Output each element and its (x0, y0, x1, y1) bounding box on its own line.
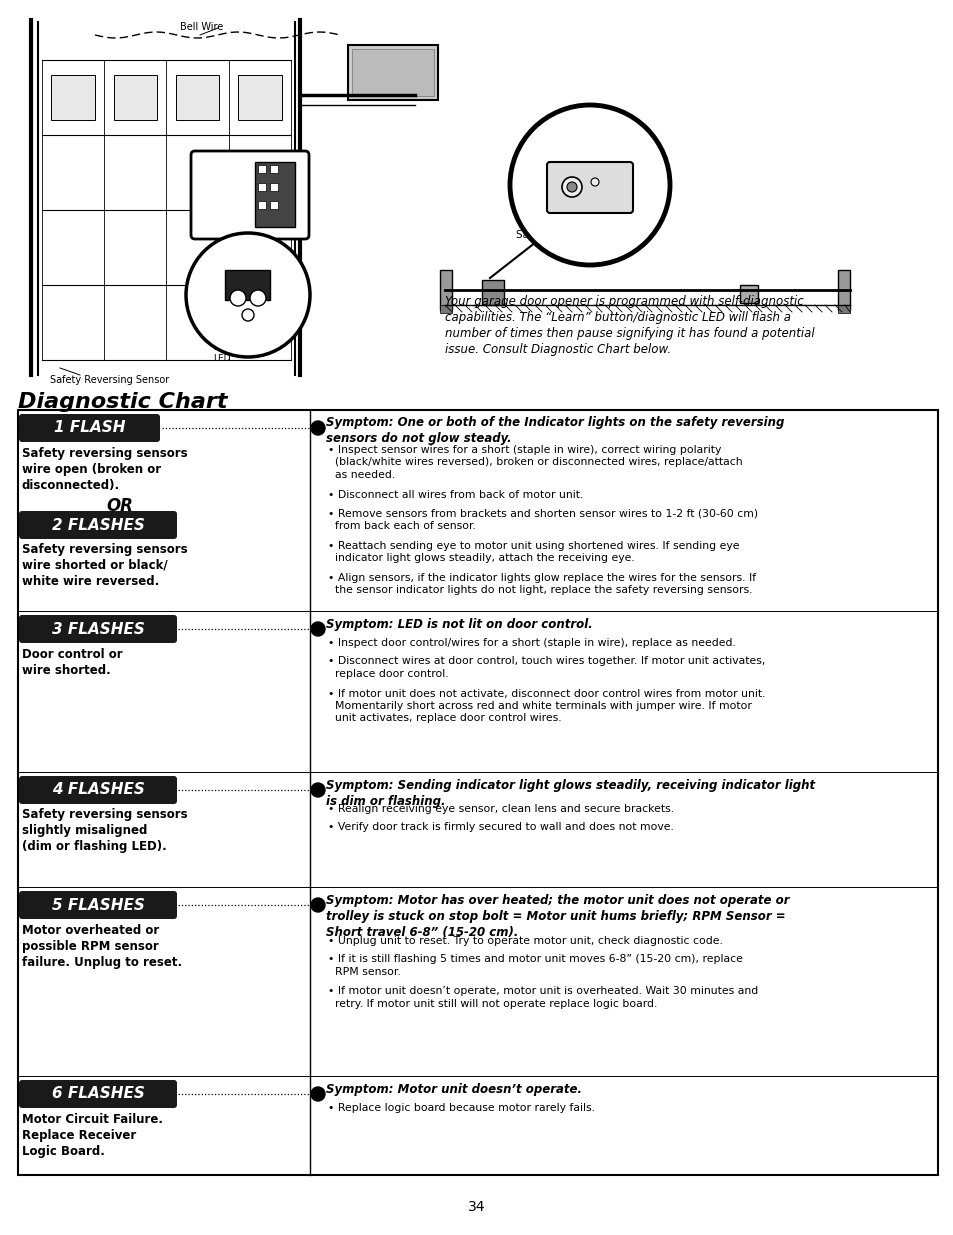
Text: 3 FLASHES: 3 FLASHES (51, 621, 144, 636)
Text: Safety reversing sensors
slightly misaligned
(dim or flashing LED).: Safety reversing sensors slightly misali… (22, 808, 188, 853)
Text: Safety reversing sensors
wire open (broken or
disconnected).: Safety reversing sensors wire open (brok… (22, 447, 188, 492)
Text: OR: OR (107, 496, 133, 515)
FancyBboxPatch shape (740, 285, 758, 303)
Text: Symptom: One or both of the Indicator lights on the safety reversing
sensors do : Symptom: One or both of the Indicator li… (326, 416, 783, 445)
FancyBboxPatch shape (19, 890, 177, 919)
Text: • Align sensors, if the indicator lights glow replace the wires for the sensors.: • Align sensors, if the indicator lights… (328, 573, 756, 595)
Text: 1 FLASH: 1 FLASH (53, 420, 125, 436)
Circle shape (186, 233, 310, 357)
Circle shape (242, 309, 253, 321)
FancyBboxPatch shape (19, 414, 160, 442)
Text: Motor overheated or
possible RPM sensor
failure. Unplug to reset.: Motor overheated or possible RPM sensor … (22, 924, 182, 969)
Circle shape (561, 177, 581, 198)
Circle shape (566, 182, 577, 191)
Circle shape (230, 290, 246, 306)
Text: 5 FLASHES: 5 FLASHES (51, 898, 144, 913)
Text: Motor Circuit Failure.
Replace Receiver
Logic Board.: Motor Circuit Failure. Replace Receiver … (22, 1113, 163, 1158)
Text: Diagnostic Chart: Diagnostic Chart (18, 391, 227, 412)
FancyBboxPatch shape (270, 165, 277, 173)
Circle shape (311, 421, 325, 435)
Text: • If it is still flashing 5 times and motor unit moves 6-8” (15-20 cm), replace
: • If it is still flashing 5 times and mo… (328, 955, 742, 977)
FancyBboxPatch shape (191, 151, 309, 240)
FancyBboxPatch shape (439, 270, 452, 310)
Text: Symptom: Sending indicator light glows steadily, receiving indicator light
is di: Symptom: Sending indicator light glows s… (326, 779, 814, 808)
FancyBboxPatch shape (546, 162, 633, 212)
FancyBboxPatch shape (348, 44, 437, 100)
FancyBboxPatch shape (837, 305, 849, 312)
Text: "Learn"
Button: "Learn" Button (200, 266, 233, 287)
Text: 4 FLASHES: 4 FLASHES (51, 783, 144, 798)
Circle shape (590, 178, 598, 186)
Text: • Realign receiving eye sensor, clean lens and secure brackets.: • Realign receiving eye sensor, clean le… (328, 804, 674, 814)
FancyBboxPatch shape (257, 165, 266, 173)
Text: • Unplug unit to reset. Try to operate motor unit, check diagnostic code.: • Unplug unit to reset. Try to operate m… (328, 936, 722, 946)
FancyBboxPatch shape (19, 511, 177, 538)
FancyBboxPatch shape (270, 183, 277, 191)
Circle shape (250, 290, 266, 306)
Text: Your garage door opener is programmed with self-diagnostic
capabilities. The “Le: Your garage door opener is programmed wi… (444, 295, 814, 356)
Text: Symptom: Motor unit doesn’t operate.: Symptom: Motor unit doesn’t operate. (326, 1083, 581, 1095)
FancyBboxPatch shape (51, 75, 94, 120)
FancyBboxPatch shape (19, 615, 177, 643)
FancyBboxPatch shape (0, 0, 953, 400)
Circle shape (311, 622, 325, 636)
Text: Safety reversing sensors
wire shorted or black/
white wire reversed.: Safety reversing sensors wire shorted or… (22, 543, 188, 588)
FancyBboxPatch shape (439, 305, 452, 312)
Text: Door control or
wire shorted.: Door control or wire shorted. (22, 648, 123, 677)
FancyBboxPatch shape (175, 75, 219, 120)
Text: 2 FLASHES: 2 FLASHES (51, 517, 144, 532)
Text: • If motor unit doesn’t operate, motor unit is overheated. Wait 30 minutes and
 : • If motor unit doesn’t operate, motor u… (328, 987, 758, 1009)
Text: 34: 34 (468, 1200, 485, 1214)
Text: Installed
Safety Reversing
Sensor: Installed Safety Reversing Sensor (516, 219, 603, 253)
FancyBboxPatch shape (837, 270, 849, 310)
Text: • Replace logic board because motor rarely fails.: • Replace logic board because motor rare… (328, 1103, 595, 1113)
Circle shape (311, 783, 325, 797)
FancyBboxPatch shape (19, 776, 177, 804)
Text: Diagnostics
Located On
Motor Unit: Diagnostics Located On Motor Unit (200, 163, 256, 198)
Text: • Reattach sending eye to motor unit using shortened wires. If sending eye
  ind: • Reattach sending eye to motor unit usi… (328, 541, 739, 563)
FancyBboxPatch shape (270, 201, 277, 209)
Text: • Disconnect wires at door control, touch wires together. If motor unit activate: • Disconnect wires at door control, touc… (328, 657, 764, 679)
Text: • If motor unit does not activate, disconnect door control wires from motor unit: • If motor unit does not activate, disco… (328, 688, 764, 724)
Text: • Inspect door control/wires for a short (staple in wire), replace as needed.: • Inspect door control/wires for a short… (328, 638, 735, 648)
Text: • Disconnect all wires from back of motor unit.: • Disconnect all wires from back of moto… (328, 490, 583, 500)
Circle shape (311, 898, 325, 911)
FancyBboxPatch shape (225, 270, 270, 300)
Circle shape (311, 1087, 325, 1100)
FancyBboxPatch shape (257, 183, 266, 191)
FancyBboxPatch shape (481, 280, 503, 305)
FancyBboxPatch shape (113, 75, 157, 120)
Text: Safety Reversing Sensor: Safety Reversing Sensor (50, 375, 169, 385)
FancyBboxPatch shape (352, 49, 434, 96)
Text: LED or /
Diagnostic
LED: LED or / Diagnostic LED (213, 332, 260, 363)
Text: • Inspect sensor wires for a short (staple in wire), correct wiring polarity
  (: • Inspect sensor wires for a short (stap… (328, 445, 741, 480)
FancyBboxPatch shape (257, 201, 266, 209)
FancyBboxPatch shape (18, 410, 937, 1174)
Text: Bell Wire: Bell Wire (180, 22, 223, 32)
Text: • Remove sensors from brackets and shorten sensor wires to 1-2 ft (30-60 cm)
  f: • Remove sensors from brackets and short… (328, 509, 758, 531)
FancyBboxPatch shape (254, 162, 294, 227)
Circle shape (510, 105, 669, 266)
FancyBboxPatch shape (19, 1079, 177, 1108)
Text: Symptom: LED is not lit on door control.: Symptom: LED is not lit on door control. (326, 618, 592, 631)
Text: Symptom: Motor has over heated; the motor unit does not operate or
trolley is st: Symptom: Motor has over heated; the moto… (326, 894, 789, 939)
Text: • Verify door track is firmly secured to wall and does not move.: • Verify door track is firmly secured to… (328, 823, 673, 832)
FancyBboxPatch shape (238, 75, 281, 120)
Text: 6 FLASHES: 6 FLASHES (51, 1087, 144, 1102)
